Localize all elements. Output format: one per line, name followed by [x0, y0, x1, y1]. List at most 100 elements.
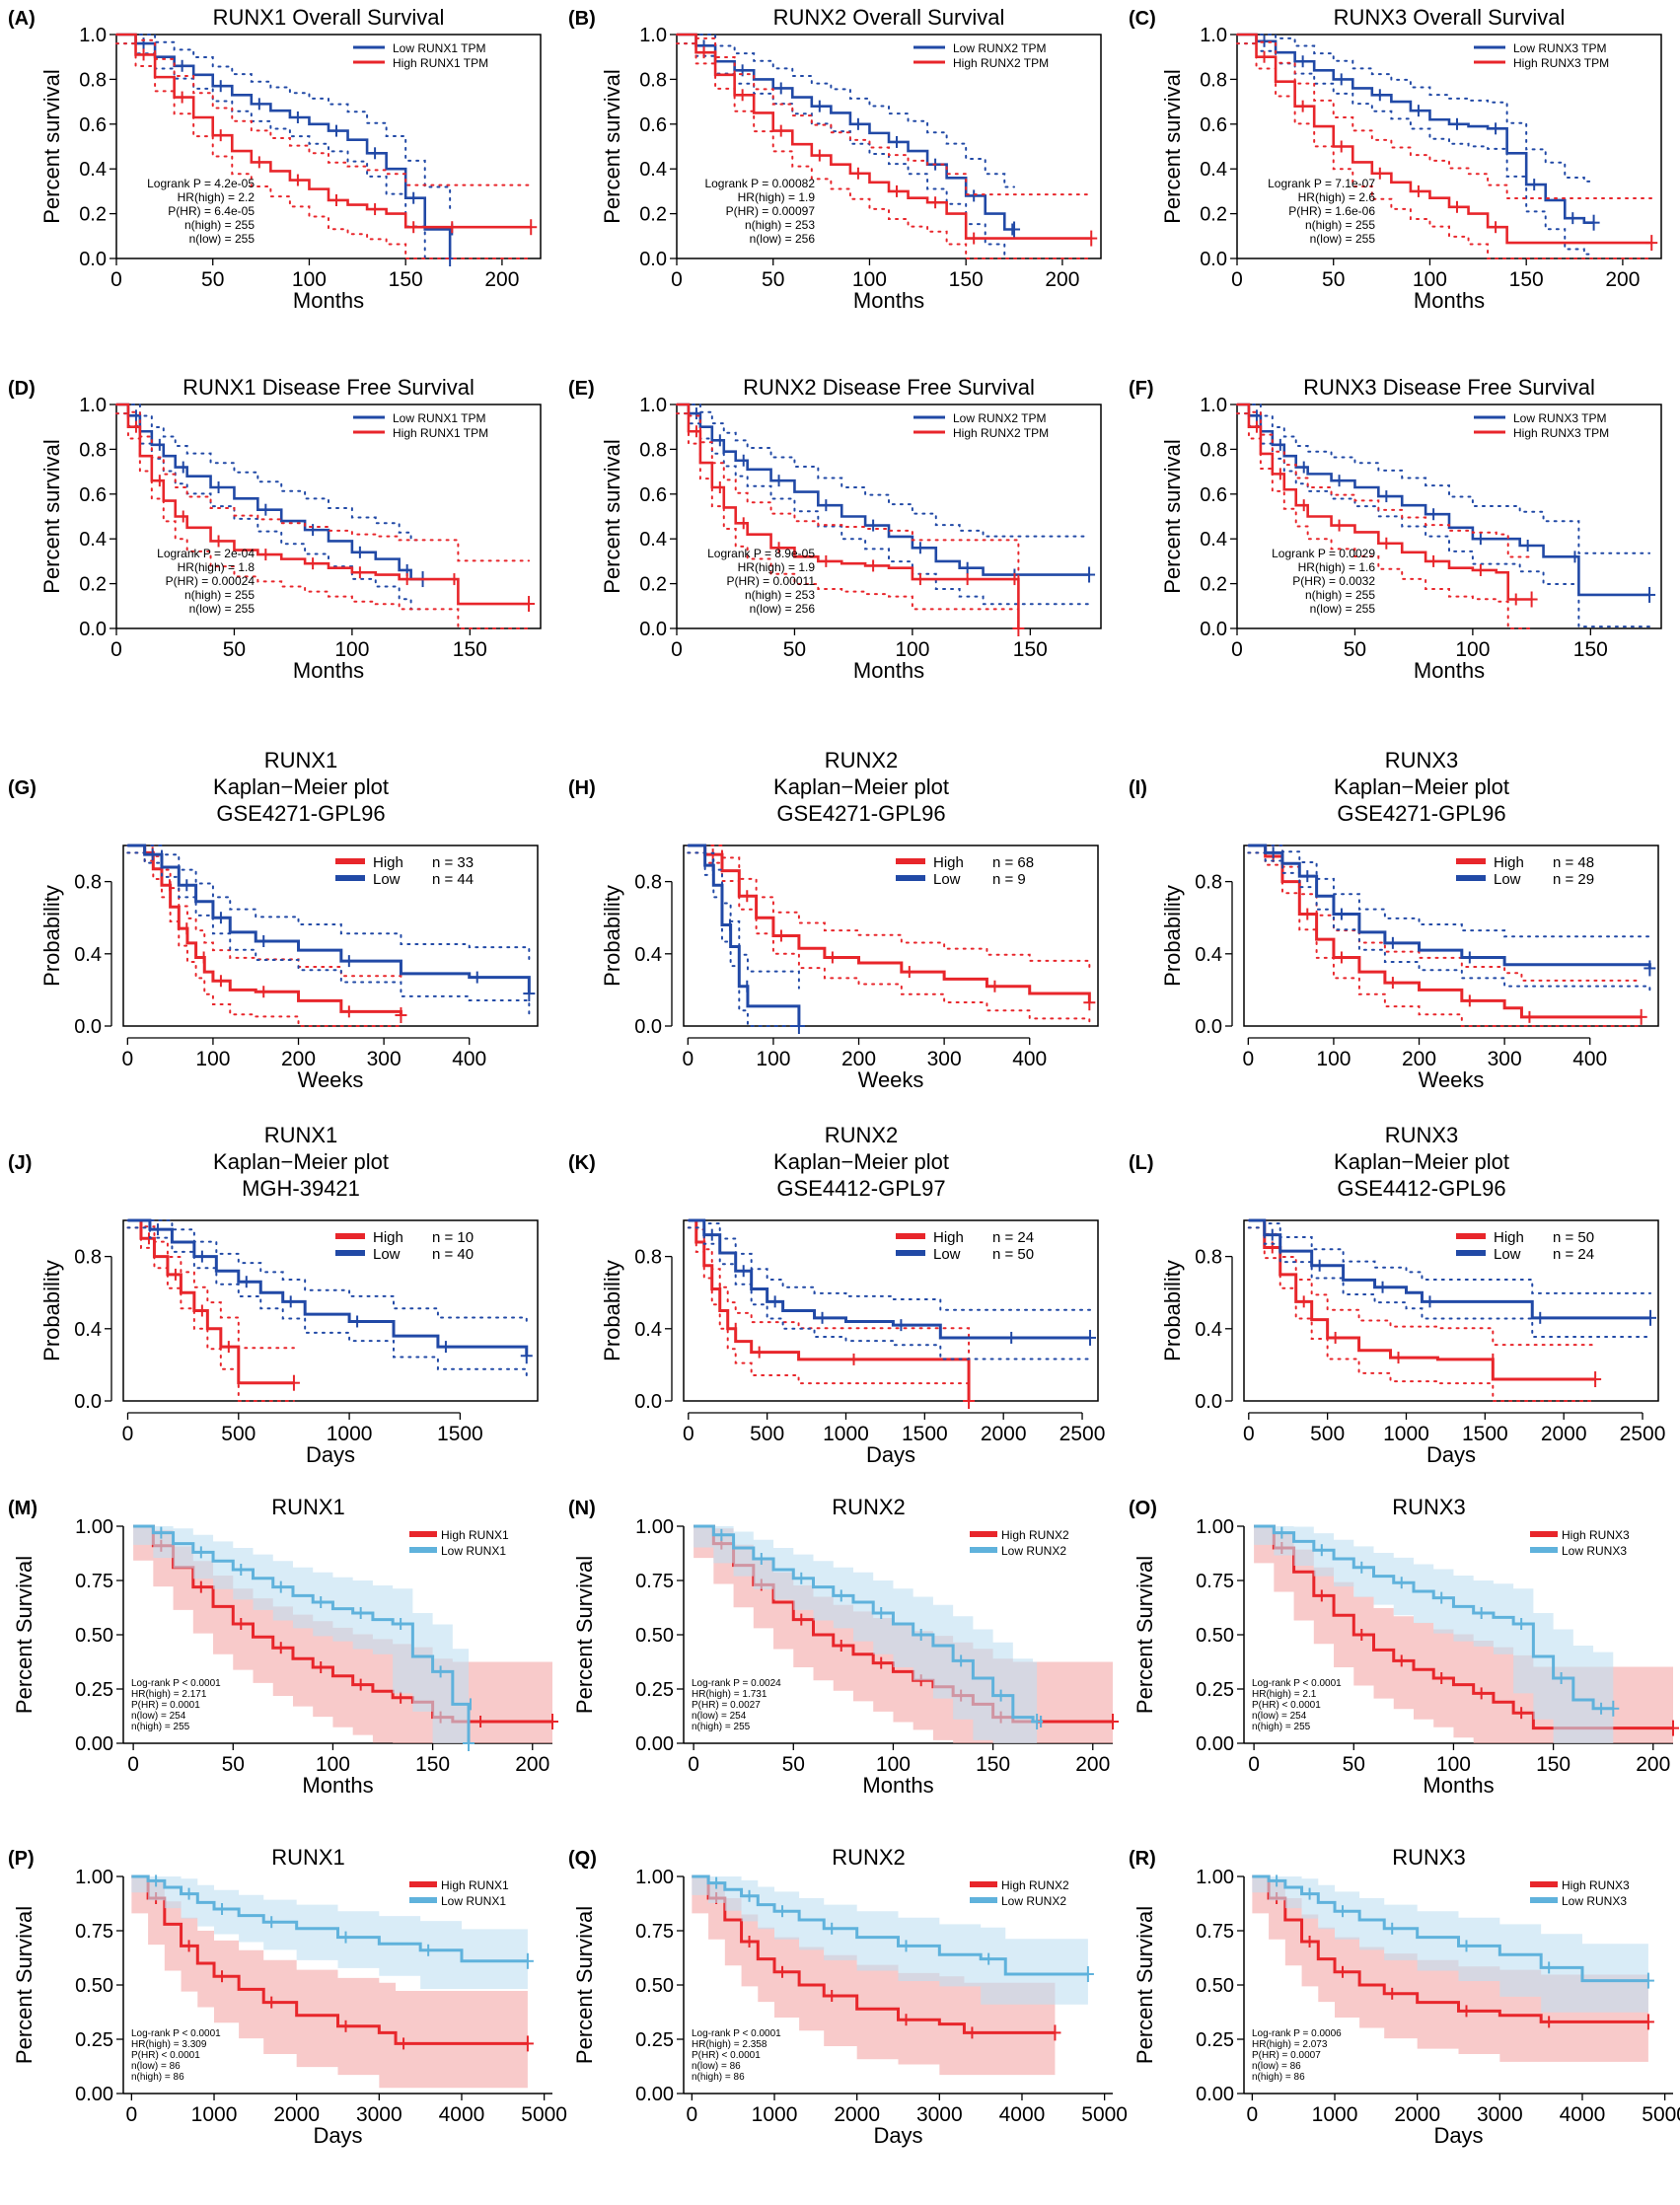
- legend-label: High RUNX3: [1562, 1878, 1630, 1892]
- legend-label: High: [933, 1229, 964, 1246]
- legend-n: n = 24: [992, 1229, 1034, 1246]
- panel-c-runx3-overall-survival: (C) RUNX3 Overall Survival 0 50 100 150 200 Mon…: [1121, 0, 1680, 365]
- stats-line: n(low) = 256: [750, 602, 816, 616]
- y-tick-label: 0.4: [1200, 529, 1227, 551]
- x-tick-label: 0: [671, 268, 683, 291]
- survival-curve: [127, 844, 402, 1016]
- y-axis-label: Percent survival: [39, 69, 64, 224]
- y-tick-label: 0.25: [75, 1679, 113, 1701]
- stats-line: n(high) = 86: [692, 2072, 745, 2083]
- x-tick-label: 0: [683, 1423, 694, 1445]
- y-tick-label: 0.0: [79, 619, 107, 640]
- stats-line: HR(high) = 2.2: [178, 190, 256, 204]
- legend-label: High: [1494, 854, 1524, 871]
- chart-title: RUNX1: [264, 1123, 338, 1147]
- survival-curve: [694, 1524, 1038, 1724]
- x-axis-label: Days: [873, 2123, 922, 2148]
- x-tick-label: 50: [1322, 268, 1345, 291]
- y-tick-label: 0.75: [635, 1571, 674, 1592]
- stats-line: Log-rank P = 0.0006: [1252, 2028, 1342, 2039]
- legend-n: n = 44: [432, 871, 474, 888]
- legend-n: n = 29: [1553, 871, 1594, 888]
- chart-title: RUNX3: [1385, 1123, 1459, 1147]
- survival-curve: [1237, 403, 1532, 601]
- x-tick-label: 2000: [1394, 2103, 1440, 2126]
- y-tick-label: 0.0: [74, 1391, 102, 1413]
- stats-line: n(low) = 254: [1252, 1711, 1307, 1722]
- panel-e-runx2-disease-free-survival: (E) RUNX2 Disease Free Survival 0 50 100 150 M…: [560, 370, 1121, 735]
- stats-line: n(high) = 86: [1252, 2072, 1305, 2083]
- legend-n: n = 9: [992, 871, 1026, 888]
- upper-ci-line: [1236, 404, 1533, 558]
- x-tick-label: 50: [222, 1753, 245, 1776]
- chart-title: RUNX2: [832, 1845, 906, 1870]
- x-tick-label: 4000: [1560, 2103, 1606, 2126]
- legend-label: High RUNX3 TPM: [1513, 56, 1609, 70]
- chart-subtitle: Kaplan−Meier plot: [773, 1149, 949, 1174]
- survival-curve: [677, 33, 1092, 240]
- y-tick-label: 0.25: [635, 1679, 674, 1701]
- y-tick-label: 1.0: [79, 395, 107, 416]
- stats-line: n(low) = 255: [189, 232, 256, 246]
- x-tick-label: 100: [195, 1048, 230, 1070]
- x-tick-label: 100: [292, 268, 327, 291]
- chart-title: RUNX2: [825, 748, 899, 772]
- dataset-label: GSE4271-GPL96: [216, 801, 385, 826]
- panel-k-runx2-km-days: (K) RUNX2 Kaplan−Meier plot GSE4412-GPL97 0 5…: [560, 1110, 1121, 1480]
- y-tick-label: 0.4: [639, 159, 667, 181]
- upper-ci-line: [115, 404, 531, 562]
- legend-label: Low: [1494, 1246, 1521, 1263]
- upper-ci-line: [126, 1219, 295, 1350]
- y-tick-label: 0.4: [1200, 159, 1227, 181]
- legend-label: High RUNX1 TPM: [393, 56, 488, 70]
- survival-curve: [1248, 1218, 1596, 1381]
- panel-i-runx3-km-weeks: (I) RUNX3 Kaplan−Meier plot GSE4271-GPL96 0 1…: [1121, 735, 1680, 1105]
- legend-label: Low RUNX3: [1562, 1894, 1627, 1908]
- x-tick-label: 0: [127, 1753, 139, 1776]
- y-tick-label: 0.00: [1196, 2084, 1234, 2105]
- x-axis-label: Weeks: [858, 1067, 924, 1092]
- stats-line: n(low) = 86: [692, 2061, 741, 2072]
- panel-q-runx2-days-band: (Q) RUNX2 0 1000 2000 3000 4000 5000 Days 0.00 0.2…: [560, 1835, 1128, 2200]
- stats-line: P(HR) = 0.0027: [692, 1700, 761, 1711]
- x-tick-label: 50: [201, 268, 224, 291]
- y-tick-label: 0.75: [75, 1921, 113, 1943]
- x-tick-label: 300: [1488, 1048, 1522, 1070]
- legend-label: Low RUNX1 TPM: [393, 411, 485, 425]
- x-tick-label: 150: [453, 638, 487, 661]
- upper-ci-line: [687, 1219, 971, 1364]
- plot-frame: [1236, 34, 1662, 259]
- legend-label: High RUNX1 TPM: [393, 426, 488, 440]
- survival-curve: [1254, 1524, 1673, 1730]
- stats-line: P(HR) = 1.6e-06: [1288, 204, 1375, 218]
- panel-label: (P): [8, 1848, 35, 1870]
- y-tick-label: 0.00: [75, 1733, 113, 1755]
- y-tick-label: 0.2: [79, 204, 107, 226]
- panel-label: (N): [568, 1498, 596, 1519]
- legend-label: High: [373, 1229, 403, 1246]
- y-axis-label: Probability: [600, 885, 624, 987]
- y-tick-label: 0.0: [74, 1016, 102, 1038]
- y-tick-label: 0.8: [639, 69, 667, 91]
- y-tick-label: 0.25: [1196, 1679, 1234, 1701]
- legend-label: Low RUNX2 TPM: [953, 411, 1046, 425]
- chart-svg-n: (N) RUNX2 0 50 100 150 200 Months 0.00 0.25 0.50 0.…: [568, 1495, 1119, 1798]
- survival-curve: [688, 844, 1091, 1003]
- survival-curve: [677, 403, 1090, 576]
- y-tick-label: 0.4: [634, 1319, 662, 1341]
- plot-frame: [683, 845, 1099, 1027]
- survival-curve: [688, 1218, 971, 1401]
- chart-title: RUNX1 Disease Free Survival: [183, 375, 475, 400]
- panel-p-runx1-days-band: (P) RUNX1 0 1000 2000 3000 4000 5000 Days 0.00 0.2…: [0, 1835, 567, 2200]
- y-tick-label: 0.0: [1195, 1391, 1222, 1413]
- x-tick-label: 5000: [521, 2103, 567, 2126]
- x-tick-label: 300: [367, 1048, 402, 1070]
- y-tick-label: 0.50: [635, 1625, 674, 1647]
- y-tick-label: 0.75: [635, 1921, 674, 1943]
- x-tick-label: 150: [949, 268, 984, 291]
- y-tick-label: 0.75: [1196, 1571, 1234, 1592]
- legend-label: Low RUNX3 TPM: [1513, 411, 1606, 425]
- chart-title: RUNX1: [264, 748, 338, 772]
- chart-subtitle: Kaplan−Meier plot: [213, 1149, 389, 1174]
- legend-label: Low RUNX2: [1001, 1894, 1066, 1908]
